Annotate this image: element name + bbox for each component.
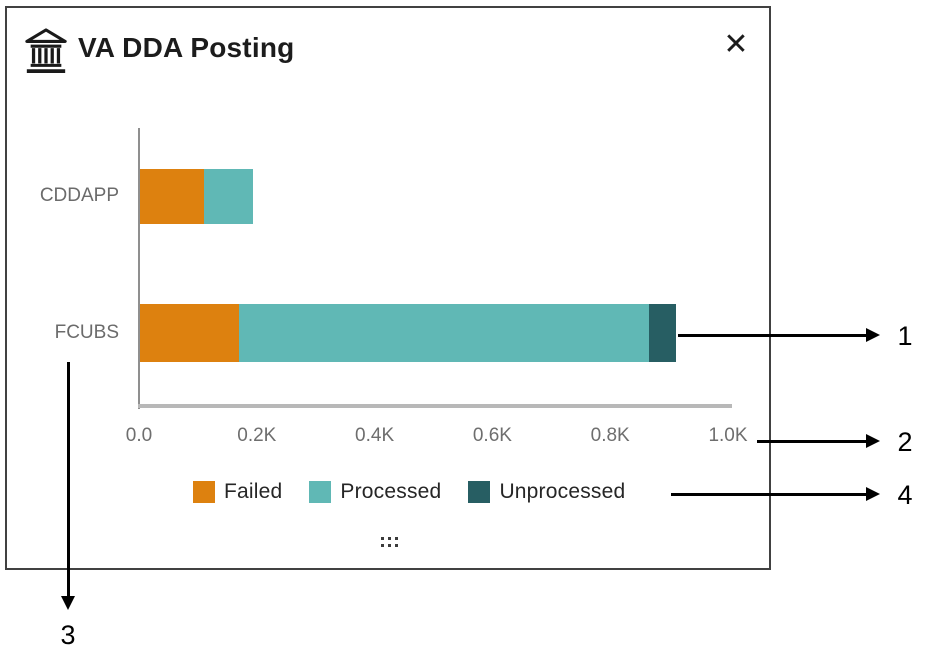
- bar-cddapp: [140, 169, 254, 224]
- grip-dots-icon[interactable]: [381, 537, 398, 547]
- processed-swatch-icon: [309, 481, 332, 503]
- bank-icon: [23, 27, 69, 75]
- callout-arrow-4: [671, 493, 868, 496]
- bar-cddapp-failed-segment[interactable]: [140, 169, 204, 224]
- x-axis-tick: 0.0: [125, 425, 153, 446]
- category-label-cddapp: CDDAPP: [39, 185, 119, 206]
- close-button[interactable]: ✕: [715, 24, 757, 66]
- dialog-title: VA DDA Posting: [78, 32, 295, 63]
- x-axis-tick: 1.0K: [708, 425, 748, 446]
- callout-label-2: 2: [897, 427, 913, 457]
- bar-fcubs-failed-segment[interactable]: [140, 304, 240, 362]
- callout-arrow-2: [757, 440, 868, 443]
- callout-arrowhead-1: [866, 328, 880, 342]
- legend-label: Unprocessed: [499, 480, 626, 503]
- x-axis-tick: 0.6K: [472, 425, 512, 446]
- failed-swatch-icon: [193, 481, 215, 503]
- callout-arrow-3: [67, 362, 70, 598]
- legend-item-unprocessed[interactable]: Unprocessed: [468, 480, 625, 504]
- category-label-fcubs: FCUBS: [54, 322, 119, 343]
- legend-item-failed[interactable]: Failed: [193, 480, 282, 504]
- bar-fcubs: [140, 304, 677, 362]
- unprocessed-swatch-icon: [468, 481, 491, 503]
- x-axis-tick: 0.8K: [590, 425, 630, 446]
- va-dda-posting-dialog: VA DDA Posting ✕ CDDAPP FCUBS 0.0 0.2K 0.4…: [5, 6, 771, 570]
- y-axis-line: [138, 128, 140, 409]
- bar-cddapp-processed-segment[interactable]: [203, 169, 254, 224]
- bar-fcubs-processed-segment[interactable]: [239, 304, 649, 362]
- legend-label: Processed: [340, 480, 442, 503]
- callout-arrow-1: [678, 334, 868, 337]
- bar-fcubs-unprocessed-segment[interactable]: [648, 304, 677, 362]
- x-axis-tick: 0.2K: [237, 425, 277, 446]
- callout-arrowhead-2: [866, 434, 880, 448]
- x-axis-line: [138, 404, 732, 408]
- legend-item-processed[interactable]: Processed: [309, 480, 441, 504]
- callout-label-1: 1: [897, 321, 913, 351]
- chart-legend: Failed Processed Unprocessed: [193, 480, 625, 504]
- legend-label: Failed: [224, 480, 283, 503]
- callout-label-4: 4: [897, 480, 913, 510]
- callout-arrowhead-4: [866, 487, 880, 501]
- callout-arrowhead-3: [61, 596, 75, 610]
- x-axis-tick: 0.4K: [355, 425, 395, 446]
- callout-label-3: 3: [60, 620, 76, 650]
